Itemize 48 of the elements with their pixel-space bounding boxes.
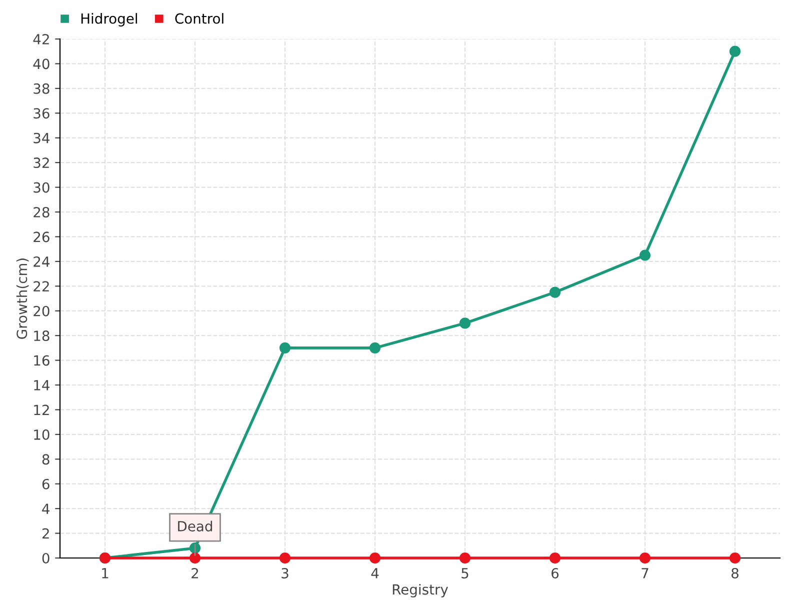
annotation: Dead bbox=[178, 520, 212, 532]
point bbox=[639, 250, 651, 261]
y-tick-label: 14 bbox=[34, 380, 50, 390]
point bbox=[189, 552, 201, 564]
y-tick-label: 22 bbox=[34, 281, 49, 292]
y-tick-label: 42 bbox=[33, 34, 49, 44]
point bbox=[369, 342, 381, 354]
point bbox=[549, 286, 561, 298]
y-tick-label: 32 bbox=[34, 158, 49, 168]
point bbox=[279, 342, 291, 354]
y-tick-label: 38 bbox=[34, 83, 50, 94]
y-tick-label: 16 bbox=[34, 355, 50, 366]
x-axis-title: Registry bbox=[392, 584, 448, 598]
point bbox=[459, 552, 471, 564]
y-axis-title: Growth(cm) bbox=[16, 258, 29, 339]
point bbox=[639, 552, 651, 564]
y-tick-label: 34 bbox=[34, 132, 50, 144]
y-tick-label: 40 bbox=[33, 58, 50, 70]
y-tick-label: 30 bbox=[34, 182, 50, 193]
y-tick-label: 36 bbox=[34, 108, 50, 119]
y-tick-label: 26 bbox=[34, 232, 50, 242]
y-tick-label: 8 bbox=[42, 454, 50, 465]
legend-label: Control bbox=[175, 13, 224, 24]
x-tick-label: 1 bbox=[102, 568, 108, 578]
point bbox=[459, 318, 471, 329]
y-tick-label: 24 bbox=[34, 256, 50, 267]
y-tick-label: 12 bbox=[34, 404, 49, 415]
y-tick-label: 18 bbox=[34, 330, 50, 342]
x-tick-label: 8 bbox=[732, 568, 738, 578]
legend-label: Hidrogel bbox=[81, 13, 137, 26]
y-tick-label: 20 bbox=[34, 306, 50, 316]
point bbox=[279, 552, 291, 564]
x-tick-label: 6 bbox=[552, 568, 559, 578]
x-tick-label: 3 bbox=[282, 568, 288, 578]
y-tick-label: 6 bbox=[42, 478, 50, 490]
y-tick-label: 4 bbox=[42, 504, 50, 514]
x-tick-label: 4 bbox=[371, 568, 379, 578]
point bbox=[549, 552, 561, 564]
x-tick-label: 2 bbox=[192, 568, 198, 578]
y-tick-label: 28 bbox=[34, 206, 50, 218]
y-tick-label: 10 bbox=[34, 429, 50, 440]
point bbox=[729, 46, 741, 57]
x-tick-label: 5 bbox=[462, 568, 468, 578]
y-tick-label: 0 bbox=[42, 552, 50, 564]
x-tick-label: 7 bbox=[642, 568, 648, 578]
point bbox=[369, 552, 381, 564]
y-tick-label: 2 bbox=[42, 528, 49, 539]
point bbox=[729, 552, 741, 564]
